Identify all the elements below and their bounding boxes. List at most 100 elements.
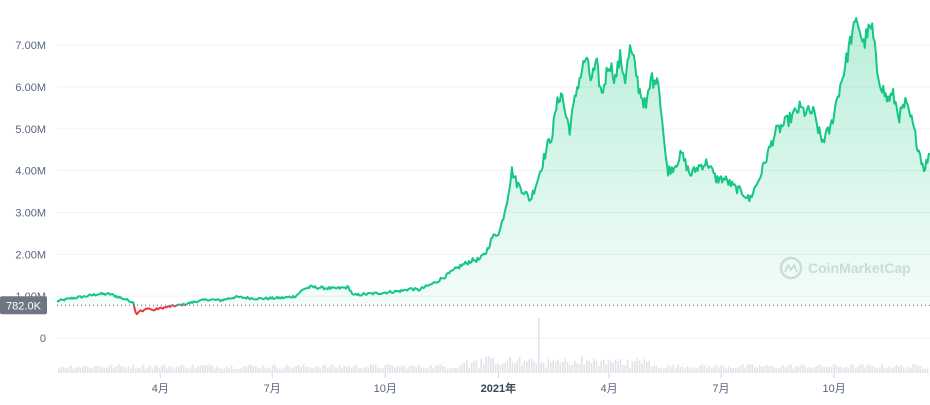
volume-bar bbox=[437, 365, 439, 373]
volume-bar bbox=[919, 366, 922, 373]
volume-bar bbox=[307, 366, 310, 373]
volume-bar bbox=[574, 360, 576, 373]
volume-bar bbox=[180, 364, 182, 373]
volume-bar bbox=[792, 368, 794, 373]
volume-bar bbox=[610, 361, 612, 373]
volume-bar bbox=[746, 364, 749, 373]
volume-bar bbox=[653, 365, 655, 373]
volume-bar bbox=[245, 366, 247, 373]
volume-bar bbox=[650, 366, 653, 373]
volume-bar bbox=[170, 366, 173, 373]
volume-bar bbox=[744, 367, 746, 373]
volume-bar bbox=[660, 368, 662, 373]
volume-bar bbox=[398, 366, 401, 373]
volume-bar bbox=[799, 365, 802, 373]
volume-bar bbox=[638, 360, 641, 373]
volume-bar bbox=[518, 357, 521, 373]
volume-bar bbox=[82, 366, 84, 373]
volume-bar bbox=[600, 361, 602, 373]
volume-bar bbox=[658, 367, 660, 373]
volume-bar bbox=[595, 361, 598, 373]
volume-bar bbox=[756, 367, 758, 373]
volume-bar bbox=[924, 368, 926, 373]
volume-bar bbox=[564, 358, 566, 373]
volume-bar bbox=[103, 367, 106, 373]
volume-bar bbox=[444, 367, 446, 373]
volume-bar bbox=[485, 357, 487, 373]
volume-bar bbox=[247, 365, 250, 373]
volume-bar bbox=[893, 367, 895, 373]
volume-bar bbox=[672, 364, 674, 373]
volume-bar bbox=[888, 366, 890, 373]
reference-tag bbox=[0, 296, 47, 315]
volume-bar bbox=[149, 365, 151, 373]
volume-bar bbox=[720, 365, 722, 373]
volume-bar bbox=[569, 365, 571, 373]
volume-bar bbox=[58, 368, 60, 373]
volume-bar bbox=[269, 368, 271, 373]
volume-bar bbox=[667, 364, 670, 373]
volume-bar bbox=[559, 362, 562, 373]
volume-bar bbox=[197, 366, 199, 373]
volume-bar bbox=[698, 366, 701, 373]
volume-bar bbox=[185, 368, 187, 373]
volume-bar bbox=[132, 364, 134, 373]
volume-bar bbox=[130, 368, 132, 373]
x-tick-label: 10月 bbox=[822, 383, 845, 395]
volume-bar bbox=[900, 364, 902, 373]
volume-bar bbox=[77, 366, 79, 373]
volume-bar bbox=[682, 367, 684, 373]
volume-bar bbox=[554, 361, 557, 373]
volume-bar bbox=[823, 367, 826, 373]
volume-bar bbox=[895, 364, 898, 373]
volume-bar bbox=[367, 367, 370, 373]
volume-bar bbox=[809, 367, 811, 373]
volume-bars bbox=[58, 318, 929, 373]
volume-bar bbox=[420, 367, 422, 373]
volume-bar bbox=[94, 366, 96, 373]
volume-bar bbox=[766, 364, 768, 373]
volume-bar bbox=[108, 366, 110, 373]
volume-bar bbox=[845, 366, 847, 373]
volume-bar bbox=[187, 368, 190, 373]
volume-bar bbox=[98, 366, 101, 373]
volume-bar bbox=[706, 367, 708, 373]
volume-bar bbox=[516, 360, 518, 373]
volume-bar bbox=[382, 368, 384, 373]
y-tick-label: 5.00M bbox=[15, 124, 46, 136]
volume-bar bbox=[334, 367, 336, 373]
volume-bar bbox=[67, 367, 70, 373]
volume-bar bbox=[562, 361, 564, 373]
volume-bar bbox=[312, 368, 314, 373]
volume-bar bbox=[233, 369, 235, 373]
volume-bar bbox=[710, 368, 713, 373]
volume-bar bbox=[902, 367, 905, 373]
volume-bar bbox=[302, 364, 305, 373]
volume-bar bbox=[322, 365, 324, 373]
volume-bar bbox=[578, 363, 581, 373]
volume-bar bbox=[590, 362, 593, 373]
volume-bar bbox=[487, 355, 490, 373]
volume-bar bbox=[106, 367, 108, 373]
volume-bar bbox=[742, 364, 744, 373]
volume-bar bbox=[410, 365, 413, 373]
volume-bar bbox=[778, 368, 780, 373]
volume-bar bbox=[182, 365, 185, 373]
volume-bar bbox=[422, 367, 425, 373]
volume-bar bbox=[163, 364, 166, 373]
volume-bar bbox=[216, 366, 218, 373]
volume-bar bbox=[881, 364, 883, 373]
volume-bar bbox=[826, 367, 828, 373]
volume-bar bbox=[679, 366, 682, 373]
volume-bar bbox=[655, 365, 658, 373]
volume-bar bbox=[211, 366, 214, 373]
volume-bar bbox=[730, 367, 732, 373]
volume-bar bbox=[89, 368, 91, 373]
volume-bar bbox=[926, 368, 929, 373]
volume-bar bbox=[677, 364, 679, 373]
y-tick-label: 7.00M bbox=[15, 40, 46, 52]
y-tick-label: 6.00M bbox=[15, 82, 46, 94]
volume-bar bbox=[847, 368, 850, 373]
volume-bar bbox=[571, 364, 574, 373]
